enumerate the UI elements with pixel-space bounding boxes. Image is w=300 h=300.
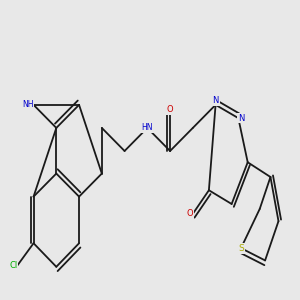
Text: N: N bbox=[238, 114, 245, 123]
Text: S: S bbox=[238, 244, 244, 253]
Text: HN: HN bbox=[142, 123, 153, 132]
Text: O: O bbox=[186, 209, 193, 218]
Text: N: N bbox=[212, 96, 219, 105]
Text: O: O bbox=[167, 105, 173, 114]
Text: Cl: Cl bbox=[9, 261, 17, 270]
Text: NH: NH bbox=[22, 100, 34, 109]
